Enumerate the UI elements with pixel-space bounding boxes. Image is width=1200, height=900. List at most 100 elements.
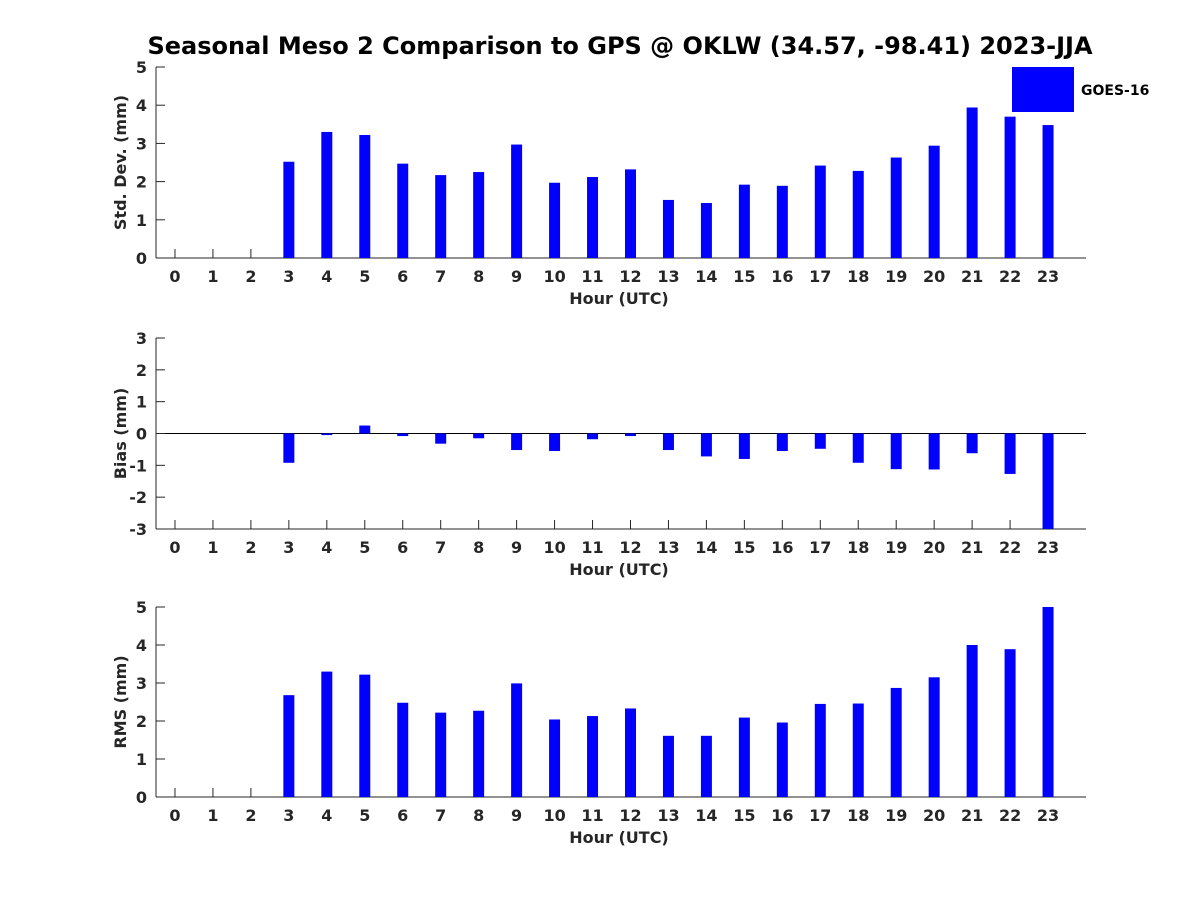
y-tick-label: 0 [136, 249, 147, 268]
x-tick-label: 5 [359, 538, 370, 557]
x-tick-label: 5 [359, 806, 370, 825]
x-tick-label: 6 [397, 538, 408, 557]
bar-hour-15 [738, 184, 750, 258]
x-axis-label: Hour (UTC) [569, 560, 669, 579]
bar-hour-16 [776, 433, 788, 452]
x-tick-label: 4 [321, 806, 332, 825]
x-tick-label: 20 [923, 267, 945, 286]
x-tick-label: 7 [435, 538, 446, 557]
x-tick-label: 17 [809, 267, 831, 286]
bar-hour-6 [397, 702, 409, 797]
x-tick-label: 4 [321, 538, 332, 557]
x-tick-label: 12 [619, 267, 641, 286]
legend: GOES-16 [1012, 67, 1149, 112]
y-tick-label: 3 [136, 329, 147, 348]
bar-hour-12 [624, 433, 636, 437]
bar-hour-20 [928, 145, 940, 258]
bar-hour-18 [852, 703, 864, 797]
x-tick-label: 9 [511, 806, 522, 825]
y-tick-label: 1 [136, 211, 147, 230]
x-tick-label: 5 [359, 267, 370, 286]
x-tick-label: 7 [435, 267, 446, 286]
bar-hour-10 [549, 182, 561, 258]
x-tick-label: 15 [733, 267, 755, 286]
x-tick-label: 22 [999, 806, 1021, 825]
x-tick-label: 7 [435, 806, 446, 825]
x-tick-label: 14 [695, 538, 717, 557]
bar-hour-10 [549, 433, 561, 452]
x-tick-label: 21 [961, 267, 983, 286]
bar-hour-18 [852, 433, 864, 463]
y-axis-label: RMS (mm) [111, 655, 130, 748]
bar-hour-13 [662, 199, 674, 258]
x-tick-label: 20 [923, 538, 945, 557]
x-tick-label: 2 [245, 267, 256, 286]
x-tick-label: 1 [207, 538, 218, 557]
x-tick-label: 18 [847, 267, 869, 286]
x-tick-label: 13 [657, 538, 679, 557]
x-tick-label: 18 [847, 806, 869, 825]
bar-hour-19 [890, 687, 902, 797]
x-tick-label: 0 [169, 806, 180, 825]
bar-hour-23 [1042, 433, 1054, 529]
bar-hour-21 [966, 645, 978, 797]
y-tick-label: 4 [136, 96, 147, 115]
x-tick-label: 18 [847, 538, 869, 557]
bar-hour-16 [776, 722, 788, 797]
x-tick-label: 6 [397, 267, 408, 286]
x-tick-label: 11 [581, 538, 603, 557]
y-tick-label: 5 [136, 598, 147, 617]
x-tick-label: 9 [511, 267, 522, 286]
bar-hour-14 [700, 735, 712, 797]
bar-hour-19 [890, 157, 902, 258]
x-tick-label: 8 [473, 267, 484, 286]
y-tick-label: 1 [136, 393, 147, 412]
y-tick-label: 1 [136, 750, 147, 769]
bar-hour-4 [321, 671, 333, 797]
x-tick-label: 22 [999, 267, 1021, 286]
y-tick-label: 3 [136, 674, 147, 693]
x-tick-label: 3 [283, 538, 294, 557]
bar-hour-15 [738, 717, 750, 797]
x-tick-label: 14 [695, 806, 717, 825]
x-tick-label: 4 [321, 267, 332, 286]
x-tick-label: 8 [473, 538, 484, 557]
x-tick-label: 15 [733, 538, 755, 557]
x-axis-label: Hour (UTC) [569, 828, 669, 847]
x-tick-label: 14 [695, 267, 717, 286]
bar-hour-13 [662, 735, 674, 797]
x-tick-label: 23 [1037, 806, 1059, 825]
bar-hour-5 [359, 425, 371, 434]
bar-hour-3 [283, 433, 295, 463]
x-tick-label: 13 [657, 806, 679, 825]
y-tick-label: -3 [129, 520, 147, 539]
y-tick-label: 4 [136, 636, 147, 655]
x-tick-label: 22 [999, 538, 1021, 557]
x-tick-label: 2 [245, 806, 256, 825]
y-tick-label: -1 [129, 456, 147, 475]
x-tick-label: 15 [733, 806, 755, 825]
x-tick-label: 10 [543, 538, 565, 557]
x-tick-label: 8 [473, 806, 484, 825]
y-tick-label: 0 [136, 788, 147, 807]
bar-hour-10 [549, 719, 561, 797]
y-tick-label: 0 [136, 425, 147, 444]
y-tick-label: -2 [129, 488, 147, 507]
bar-hour-23 [1042, 125, 1054, 259]
x-tick-label: 10 [543, 806, 565, 825]
bar-hour-9 [511, 144, 523, 258]
x-tick-label: 16 [771, 267, 793, 286]
bar-hour-17 [814, 703, 826, 797]
bar-hour-19 [890, 433, 902, 470]
bar-hour-20 [928, 433, 940, 470]
bar-hour-20 [928, 677, 940, 797]
bar-hour-14 [700, 433, 712, 457]
x-tick-label: 1 [207, 267, 218, 286]
y-axis-label: Bias (mm) [111, 388, 130, 480]
x-tick-label: 1 [207, 806, 218, 825]
